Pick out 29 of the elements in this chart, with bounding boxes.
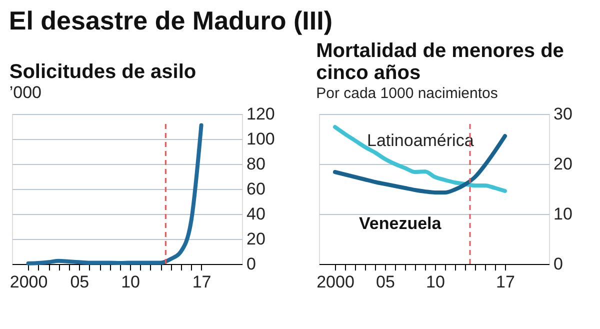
x-tick-label: 10 [426,272,445,292]
line-series [26,123,204,266]
chart-subtitle: Solicitudes de asilo [9,61,196,83]
chart-title: El desastre de Maduro (III) [8,6,333,36]
line-series [333,125,507,193]
y-tick-label: 20 [246,230,266,248]
x-tick-label: 2000 [316,272,354,292]
y-tick-label: 100 [246,130,275,148]
chart-title: Mortalidad de menores de cinco años [316,40,564,84]
y-tick-label: 20 [554,154,572,174]
chart-subtitle: Por cada 1000 nacimientos [316,85,498,102]
y-tick-label: 0 [554,254,563,274]
series-label: Latinoamérica [367,131,474,150]
series-label: Venezuela [359,214,442,233]
x-tick-label: 05 [70,272,90,292]
y-tick-label: 10 [554,204,572,224]
x-tick-label: 17 [192,272,212,292]
x-tick-label: 17 [496,272,515,292]
line-series [333,134,507,194]
y-tick-label: 0 [246,254,256,274]
y-tick-label: 120 [246,104,275,124]
y-tick-label: 80 [246,154,266,174]
y-tick-label: 60 [246,180,266,198]
x-tick-label: 10 [121,272,140,292]
y-tick-label: 30 [554,104,572,124]
y-tick-label: 40 [246,204,266,224]
y-axis-title: ’000 [9,83,42,102]
x-tick-label: 2000 [10,272,48,292]
x-tick-label: 05 [376,272,395,292]
